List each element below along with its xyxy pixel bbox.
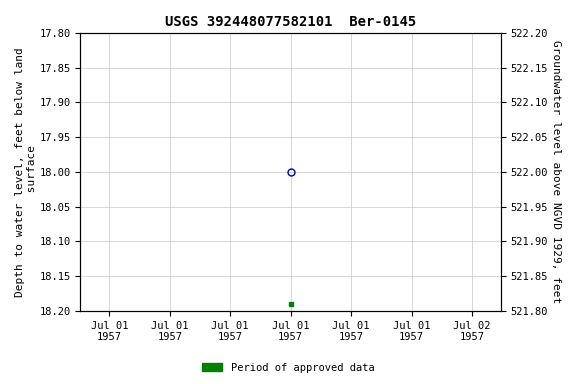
Y-axis label: Depth to water level, feet below land
 surface: Depth to water level, feet below land su… [15,47,37,297]
Title: USGS 392448077582101  Ber-0145: USGS 392448077582101 Ber-0145 [165,15,416,29]
Legend: Period of approved data: Period of approved data [198,359,378,377]
Y-axis label: Groundwater level above NGVD 1929, feet: Groundwater level above NGVD 1929, feet [551,40,561,303]
